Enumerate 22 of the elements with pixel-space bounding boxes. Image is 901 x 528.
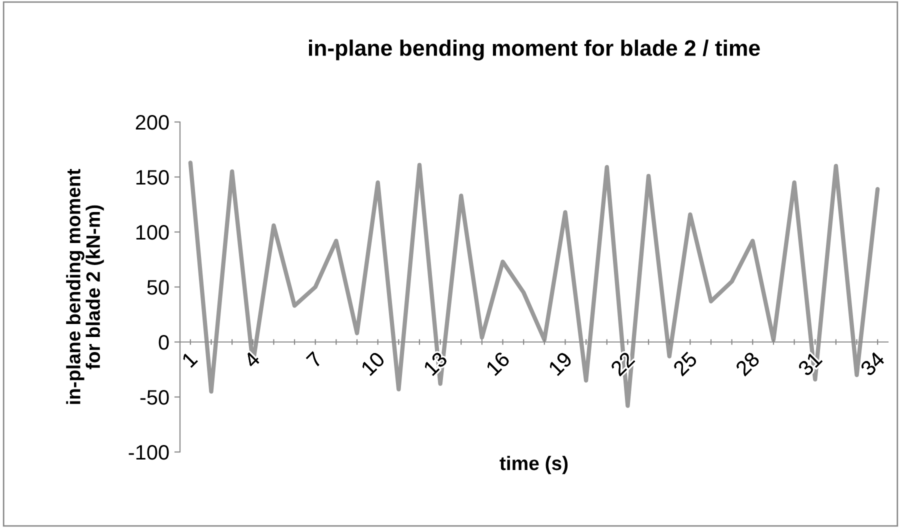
x-tick-label: 10 <box>360 350 386 376</box>
y-tick-label: 0 <box>158 335 169 350</box>
x-tick-label: 31 <box>797 351 823 377</box>
x-tick-label: 1 <box>181 351 198 368</box>
y-tick-label: 150 <box>136 170 169 185</box>
x-axis-title: time (s) <box>500 456 568 474</box>
x-tick-label: 34 <box>860 350 886 377</box>
x-tick-label: 4 <box>243 350 261 369</box>
x-tick-label: 16 <box>485 351 510 376</box>
y-axis-title: in-plane bending moment for blade 2 (kN-m) <box>66 168 104 404</box>
y-tick-label: 200 <box>136 115 169 130</box>
y-tick-label: -100 <box>128 445 169 460</box>
y-tick-label: 100 <box>136 225 169 240</box>
x-tick-label: 13 <box>422 351 448 376</box>
chart-title: in-plane bending moment for blade 2 / time <box>309 40 760 60</box>
x-tick-label: 28 <box>734 351 760 376</box>
x-tick-label: 25 <box>672 351 698 376</box>
y-tick-label: 50 <box>147 280 169 295</box>
x-tick-label: 22 <box>610 351 636 376</box>
x-tick-label: 19 <box>548 351 573 376</box>
y-tick-label: -50 <box>140 390 169 405</box>
x-tick-label: 7 <box>306 351 323 368</box>
